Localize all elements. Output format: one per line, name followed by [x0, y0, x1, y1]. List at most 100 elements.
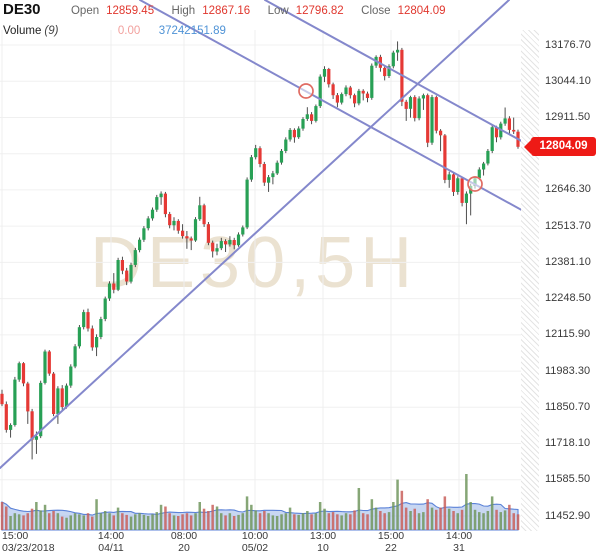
volume-bar: [293, 514, 296, 530]
candle-body: [73, 346, 77, 367]
candle-body: [198, 205, 202, 220]
candle-body: [314, 106, 318, 121]
trendline-anchor-2-handle-icon[interactable]: [467, 176, 483, 192]
volume-bar: [318, 502, 322, 530]
candle-body: [107, 283, 112, 299]
volume-bar: [422, 512, 425, 530]
volume-bar: [409, 511, 412, 530]
candle-body: [133, 250, 137, 265]
volume-bar: [13, 513, 17, 530]
time-axis-label: 13:00 10: [309, 530, 337, 554]
volume-bar: [460, 509, 464, 530]
price-axis-label: 11585.50: [545, 473, 591, 486]
indicator-row: Volume (9) 0.00 37242151.89: [3, 22, 459, 40]
volume-bar: [194, 513, 197, 530]
volume-bar: [250, 504, 253, 530]
volume-bar: [17, 514, 21, 530]
candle-body: [159, 193, 163, 198]
volume-bar: [336, 514, 339, 530]
volume-bar: [56, 513, 60, 530]
volume-bar: [0, 502, 4, 530]
volume-bar: [30, 508, 34, 530]
candle-body: [60, 388, 64, 407]
candle-body: [241, 227, 245, 235]
candle-body: [361, 90, 365, 94]
candle-body: [275, 162, 279, 174]
volume-bar: [353, 510, 356, 530]
indicator-name[interactable]: Volume: [3, 25, 42, 37]
volume-bar: [95, 499, 98, 530]
candle-body: [26, 383, 30, 412]
candle-body: [103, 298, 107, 319]
volume-bar: [142, 514, 146, 530]
volume-bar: [404, 507, 408, 530]
volume-bar: [490, 496, 494, 530]
candle-body: [34, 436, 38, 440]
volume-bar: [164, 506, 167, 530]
low-field: Low 12796.82: [268, 1, 349, 18]
candle-body: [464, 193, 468, 203]
candle-body: [189, 238, 193, 241]
candle-body: [116, 260, 120, 290]
candle-body: [292, 129, 296, 138]
volume-bar: [224, 515, 227, 530]
volume-bar: [159, 504, 163, 530]
volume-bar: [314, 513, 318, 530]
candle-body: [297, 128, 301, 138]
candle-body: [447, 174, 451, 180]
volume-bar: [499, 512, 502, 530]
volume-bar: [331, 512, 335, 530]
volume-bar: [5, 506, 8, 530]
candle-body: [90, 328, 94, 348]
price-axis-label: 11452.90: [545, 509, 591, 522]
high-label: High: [171, 5, 196, 17]
volume-bar: [452, 511, 455, 530]
candle-body: [271, 173, 275, 178]
volume-bar: [349, 514, 352, 530]
volume-bar: [198, 502, 201, 530]
volume-bar: [284, 513, 288, 530]
trendline-anchor-1-handle-icon[interactable]: [298, 83, 314, 99]
high-value: 12867.16: [202, 5, 251, 17]
symbol-label[interactable]: DE30: [3, 1, 41, 18]
candle-body: [21, 363, 26, 384]
candle-body: [168, 214, 172, 226]
volume-bar: [232, 516, 236, 530]
candle-body: [507, 118, 511, 130]
ohlc-row: DE30 Open 12859.45 High 12867.16 Low 12796.…: [3, 2, 459, 20]
candle-body: [310, 114, 314, 121]
candle-body: [426, 95, 430, 143]
close-label: Close: [361, 5, 391, 17]
volume-bar: [413, 508, 416, 530]
candle-body: [305, 114, 309, 119]
volume-bar: [52, 511, 55, 530]
volume-bar: [478, 512, 481, 530]
time-axis-label: 10:00 05/02: [241, 530, 269, 554]
volume-bar: [361, 513, 365, 530]
volume-bar: [26, 513, 29, 530]
candle-body: [490, 127, 494, 151]
ascending-support-trendline[interactable]: [0, 0, 510, 469]
volume-bar: [125, 514, 128, 530]
candle-body: [456, 178, 460, 192]
candle-body: [486, 150, 490, 164]
volume-bar: [48, 513, 51, 530]
channel-upper-trendline[interactable]: [264, 0, 528, 145]
candle-body: [39, 382, 43, 437]
future-area-hatch: [521, 30, 539, 531]
high-field: High 12867.16: [172, 1, 255, 18]
volume-bar: [189, 515, 193, 530]
channel-lower-trendline[interactable]: [139, 0, 528, 214]
volume-bar: [185, 513, 189, 530]
volume-bar: [435, 509, 438, 530]
volume-bar: [439, 507, 442, 530]
candle-body: [482, 163, 486, 170]
volume-bar: [482, 513, 485, 530]
volume-bar: [503, 510, 507, 530]
volume-bar: [155, 512, 158, 530]
open-label: Open: [70, 5, 100, 17]
volume-bar: [310, 514, 313, 530]
candle-body: [176, 220, 180, 231]
candle-body: [512, 129, 516, 132]
